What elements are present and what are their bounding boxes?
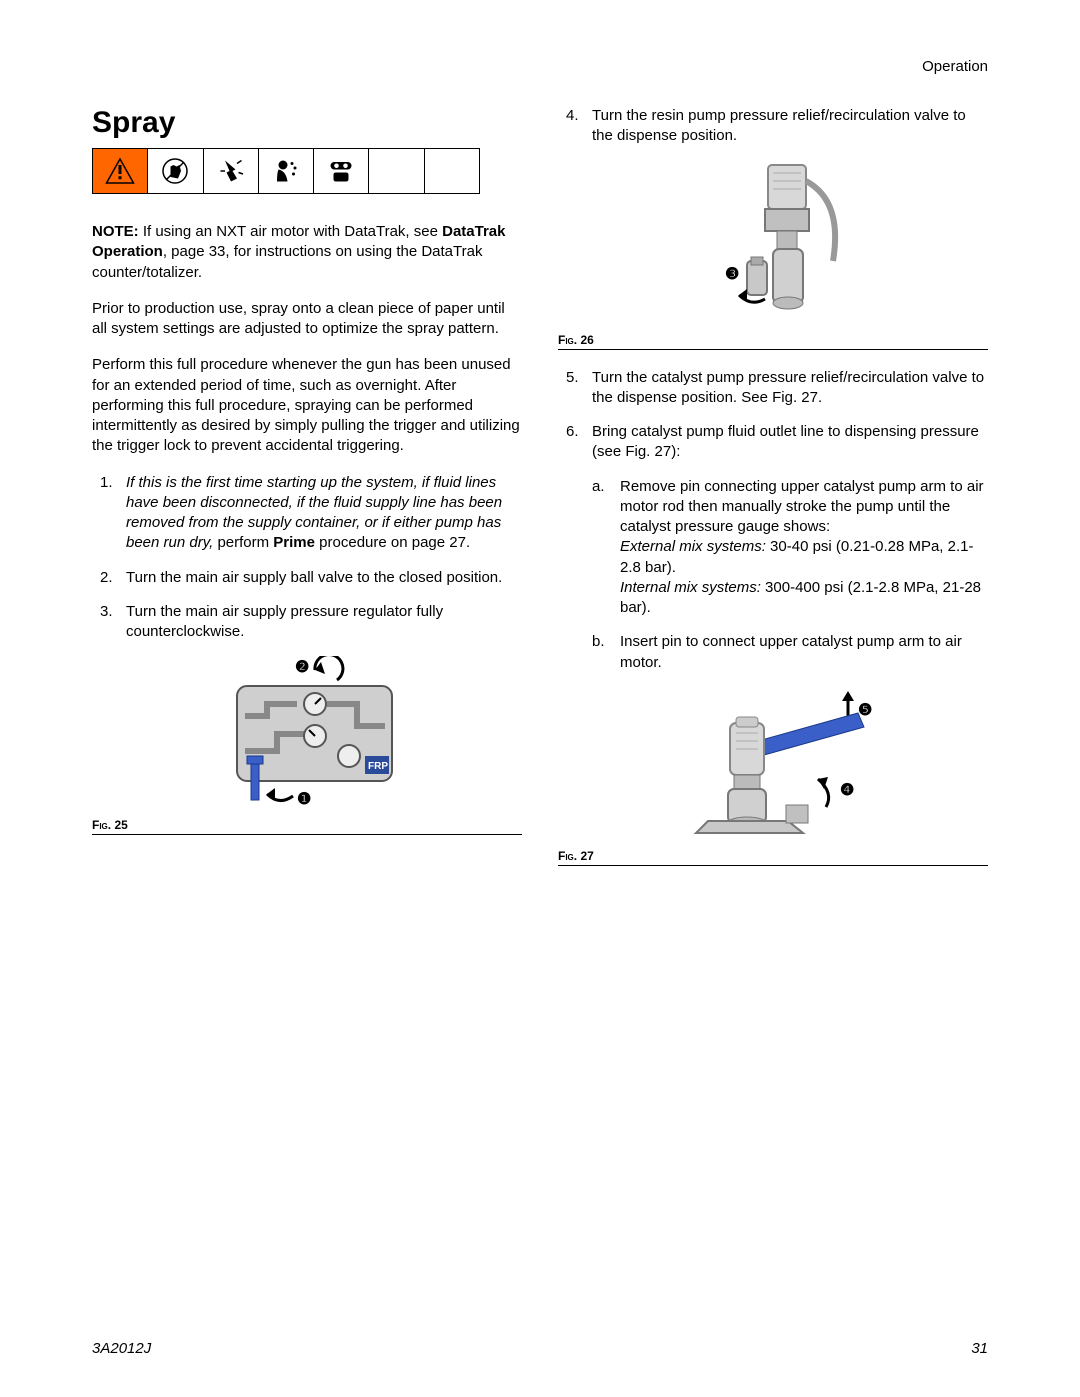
step-4: Turn the resin pump pressure relief/reci… bbox=[558, 106, 988, 147]
empty-cell-2 bbox=[425, 149, 479, 193]
page-footer: 3A2012J 31 bbox=[92, 1340, 988, 1357]
step-6-sublist: Remove pin connecting upper catalyst pum… bbox=[592, 477, 988, 673]
warning-icon bbox=[93, 149, 148, 193]
page-number: 31 bbox=[971, 1340, 988, 1357]
step-6b: Insert pin to connect upper catalyst pum… bbox=[592, 632, 988, 673]
para-prior: Prior to production use, spray onto a cl… bbox=[92, 299, 522, 340]
step-1: If this is the first time starting up th… bbox=[92, 473, 522, 554]
svg-text:❹: ❹ bbox=[840, 782, 854, 799]
figure-27: ❺ ❹ bbox=[558, 687, 988, 847]
left-column: Spray NOTE: If using an NXT air motor wi… bbox=[92, 106, 522, 884]
figure-25: ❷ FRP bbox=[92, 656, 522, 816]
hazard-icon-row bbox=[92, 148, 480, 194]
step-6: Bring catalyst pump fluid outlet line to… bbox=[558, 422, 988, 673]
figure-27-svg: ❺ ❹ bbox=[658, 687, 888, 847]
header-section: Operation bbox=[922, 58, 988, 75]
steps-right-56: Turn the catalyst pump pressure relief/r… bbox=[558, 368, 988, 673]
spark-icon bbox=[204, 149, 259, 193]
goggles-icon bbox=[314, 149, 369, 193]
svg-text:❸: ❸ bbox=[725, 266, 739, 283]
step-3: Turn the main air supply pressure regula… bbox=[92, 602, 522, 643]
empty-cell-1 bbox=[369, 149, 424, 193]
page-title: Spray bbox=[92, 106, 522, 140]
steps-right-4: Turn the resin pump pressure relief/reci… bbox=[558, 106, 988, 147]
doc-number: 3A2012J bbox=[92, 1340, 151, 1357]
figure-26: ❸ bbox=[558, 161, 988, 331]
fig-26-caption: Fig. 26 bbox=[558, 333, 988, 350]
steps-left: If this is the first time starting up th… bbox=[92, 473, 522, 643]
note-label: NOTE: bbox=[92, 223, 139, 240]
figure-25-svg: ❷ FRP bbox=[197, 656, 417, 816]
step-6a: Remove pin connecting upper catalyst pum… bbox=[592, 477, 988, 619]
para-perform: Perform this full procedure whenever the… bbox=[92, 355, 522, 456]
svg-text:❶: ❶ bbox=[297, 791, 311, 808]
svg-text:FRP: FRP bbox=[368, 761, 388, 772]
step-2: Turn the main air supply ball valve to t… bbox=[92, 568, 522, 588]
right-column: Turn the resin pump pressure relief/reci… bbox=[558, 106, 988, 884]
fig-27-caption: Fig. 27 bbox=[558, 849, 988, 866]
no-hand-icon bbox=[148, 149, 203, 193]
svg-text:❷: ❷ bbox=[295, 659, 309, 676]
svg-text:❺: ❺ bbox=[858, 702, 872, 719]
step-5: Turn the catalyst pump pressure relief/r… bbox=[558, 368, 988, 409]
figure-26-svg: ❸ bbox=[673, 161, 873, 331]
splash-icon bbox=[259, 149, 314, 193]
note-paragraph: NOTE: If using an NXT air motor with Dat… bbox=[92, 222, 522, 283]
fig-25-caption: Fig. 25 bbox=[92, 818, 522, 835]
